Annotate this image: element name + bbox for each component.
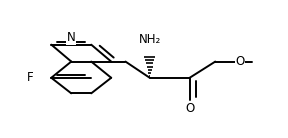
Text: O: O — [235, 55, 245, 68]
Text: N: N — [67, 31, 76, 44]
Text: O: O — [185, 102, 194, 115]
Text: NH₂: NH₂ — [139, 33, 161, 46]
Text: F: F — [26, 71, 33, 84]
